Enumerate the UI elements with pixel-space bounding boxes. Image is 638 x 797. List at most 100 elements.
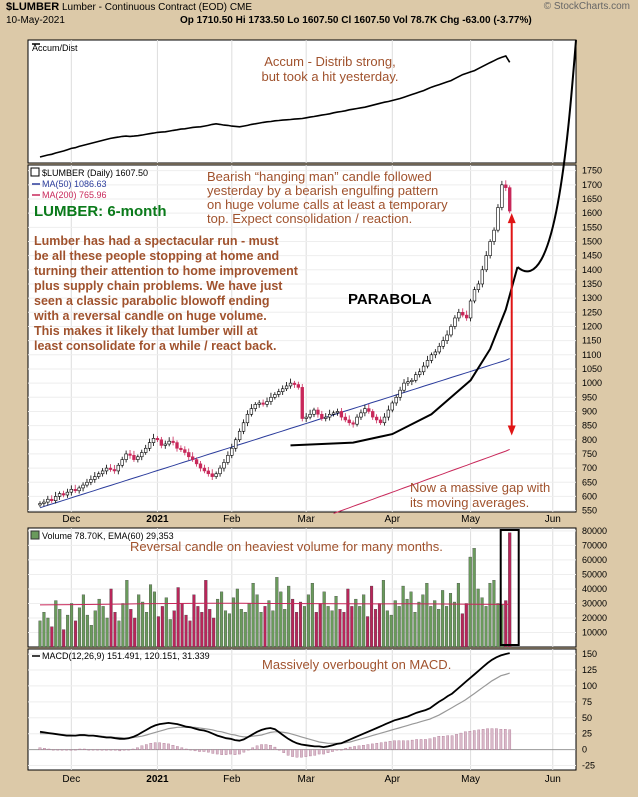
macd-histogram-bar: [38, 747, 42, 750]
volume-bar: [239, 609, 243, 648]
chart-date: 10-May-2021: [6, 15, 65, 26]
price-tick-label: 1400: [582, 265, 602, 275]
candle-body: [304, 416, 308, 419]
price-tick-label: 1200: [582, 321, 602, 331]
exchange: CME: [229, 2, 253, 13]
volume-bar: [184, 614, 188, 648]
hanging-man-annotation-line: yesterday by a bearish engulfing pattern: [207, 183, 438, 198]
volume-bar: [437, 609, 441, 648]
volume-bar: [342, 612, 346, 648]
macd-histogram-bar: [415, 739, 418, 750]
candle-body: [308, 413, 312, 418]
candle-body: [335, 411, 340, 414]
candle-body: [382, 416, 387, 424]
macd-histogram-bar: [322, 749, 325, 755]
volume-bar: [243, 612, 247, 648]
macd-histogram-bar: [490, 728, 494, 750]
macd-histogram-bar: [56, 749, 60, 751]
candle-body: [394, 396, 398, 404]
candle-body: [230, 447, 234, 456]
macd-histogram-bar: [220, 749, 224, 755]
candle-body: [421, 365, 426, 373]
volume-bar: [200, 612, 204, 648]
parabola-curve: [290, 266, 519, 447]
candle-body: [144, 447, 148, 453]
candle-body: [187, 452, 191, 458]
volume-bar: [105, 617, 109, 648]
gap-arrow-head-top: [507, 213, 516, 224]
price-tick-label: 950: [582, 392, 597, 402]
macd-histogram-bar: [331, 749, 334, 752]
macd-histogram-bar: [481, 729, 485, 750]
candle-body: [104, 467, 109, 472]
ohlc-row: Op 1710.50 Hi 1733.50 Lo 1607.50 Cl 1607…: [180, 15, 532, 26]
macd-histogram-bar: [136, 747, 139, 750]
macd-histogram-bar: [140, 745, 144, 750]
macd-histogram-bar: [282, 749, 286, 753]
volume-bar: [314, 612, 318, 648]
macd-histogram-bar: [366, 744, 370, 750]
macd-histogram-bar: [69, 749, 73, 751]
macd-histogram-bar: [149, 743, 153, 750]
analysis-annotation-line: with a reversal candle on huge volume.: [33, 309, 267, 323]
candle-body: [351, 422, 355, 425]
macd-histogram-bar: [180, 747, 184, 750]
volume-bar: [113, 612, 117, 648]
macd-histogram-bar: [96, 749, 99, 751]
macd-histogram-bar: [313, 749, 317, 756]
macd-histogram-bar: [162, 743, 166, 750]
x-tick-label-price: Mar: [298, 514, 316, 525]
volume-bar: [464, 603, 468, 648]
candle-body: [441, 340, 445, 347]
candle-body: [81, 484, 85, 489]
volume-bar: [283, 609, 287, 648]
volume-bar: [89, 625, 93, 648]
macd-histogram-bar: [375, 743, 379, 750]
volume-bar: [298, 601, 303, 648]
gap-arrow-head-bottom: [507, 425, 516, 436]
macd-histogram-bar: [184, 748, 188, 750]
accum-annotation-line: Accum - Distrib strong,: [264, 54, 395, 69]
candle-body: [77, 487, 81, 492]
macd-signal-line: [40, 672, 510, 744]
macd-histogram-bar: [118, 749, 122, 752]
volume-bar: [492, 580, 496, 648]
volume-bar: [397, 606, 401, 648]
x-tick-label-macd: Mar: [298, 774, 316, 785]
macd-histogram-bar: [153, 742, 157, 750]
macd-histogram-bar: [189, 749, 192, 751]
parabola-extension: [516, 39, 577, 273]
candle-body: [398, 389, 402, 398]
volume-bar: [62, 629, 66, 648]
candle-body: [155, 438, 160, 441]
candle-body: [320, 413, 324, 419]
candle-body: [265, 401, 269, 405]
volume-bar: [54, 600, 58, 648]
candle-body: [410, 379, 414, 382]
candle-body: [378, 419, 383, 424]
volume-bar: [318, 603, 322, 648]
candle-body: [210, 473, 214, 477]
macd-histogram-bar: [397, 740, 401, 750]
volume-bar: [196, 606, 200, 648]
macd-histogram-bar: [486, 728, 489, 750]
volume-bar: [484, 606, 488, 648]
macd-tick-label: 25: [582, 729, 592, 739]
candle-body: [390, 402, 394, 411]
hanging-man-annotation-line: top. Expect consolidation / reaction.: [207, 211, 412, 226]
candle-body: [136, 456, 140, 460]
volume-bar: [373, 609, 378, 648]
macd-histogram-bar: [277, 749, 281, 751]
macd-histogram-bar: [468, 731, 472, 750]
macd-histogram-bar: [419, 739, 423, 750]
macd-histogram-bar: [207, 749, 210, 753]
price-tick-label: 1450: [582, 251, 602, 261]
volume-bar: [429, 606, 433, 648]
candle-body: [327, 413, 332, 418]
price-tick-label: 1000: [582, 378, 602, 388]
candle-body: [85, 481, 89, 486]
volume-bar: [247, 603, 251, 648]
volume-bar: [366, 616, 370, 648]
x-tick-label-macd: Feb: [223, 774, 241, 785]
volume-bar: [362, 594, 366, 648]
